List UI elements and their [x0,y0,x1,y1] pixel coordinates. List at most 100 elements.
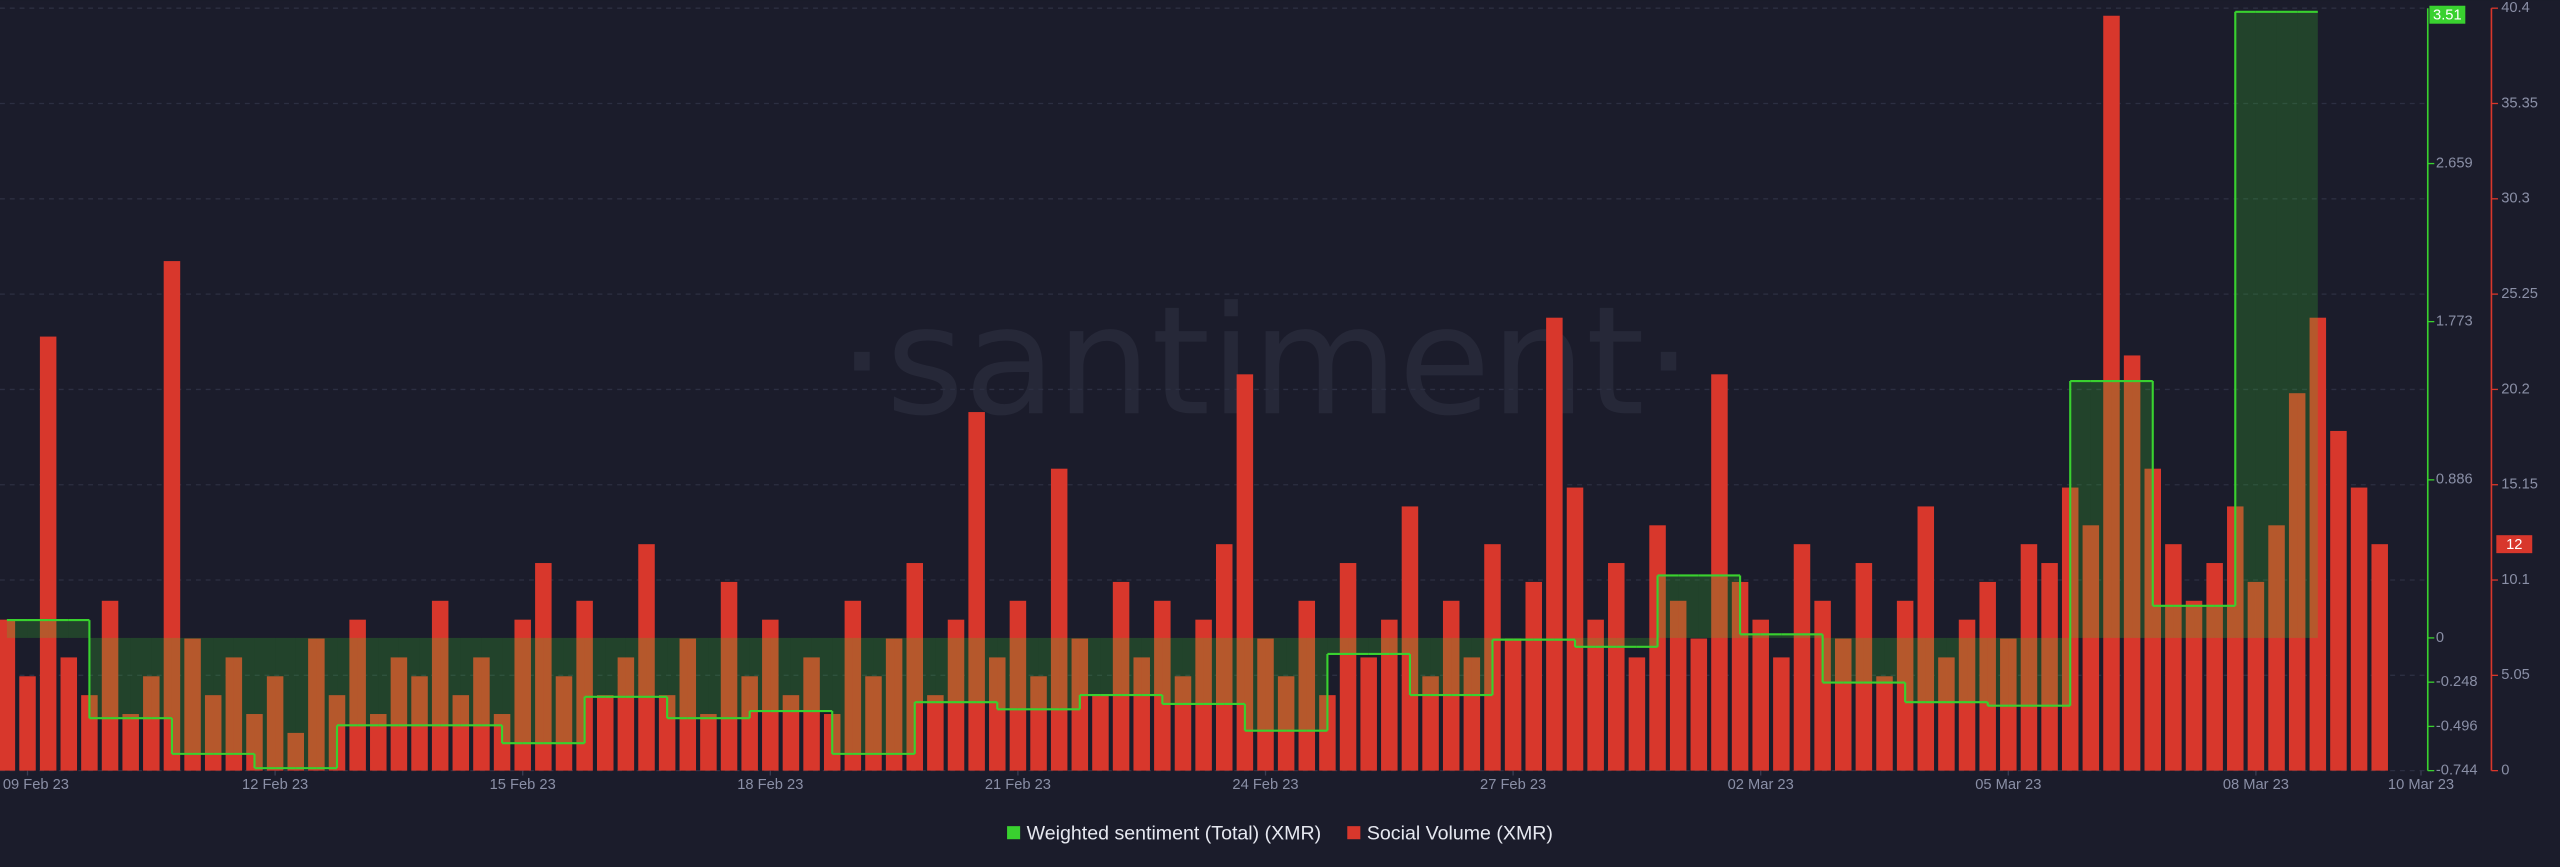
volume-bar [1050,468,1068,771]
volume-bar [885,638,903,771]
volume-bar [1215,544,1233,771]
sentiment-area [89,637,111,719]
volume-bar [1855,563,1873,771]
volume-bar [60,657,78,771]
sentiment-area [935,637,957,703]
volume-bar [349,619,366,771]
volume-bar [782,695,800,771]
volume-bar [1277,676,1295,771]
volume-bar [246,714,263,771]
sentiment-area [646,637,668,697]
sentiment-area [1430,637,1452,696]
volume-bar [1649,525,1666,771]
sentiment-area [1595,637,1617,647]
volume-bar [2206,563,2223,771]
sentiment-area [2255,11,2277,638]
volume-bar [2000,638,2017,771]
volume-bar [2123,355,2141,771]
sentiment-area [625,637,647,697]
y2-tick-label: 25.25 [2501,286,2538,302]
sentiment-area [419,637,441,726]
volume-bar [803,657,820,771]
sentiment-area [213,637,234,754]
sentiment-area [6,620,28,638]
sentiment-area [749,637,771,712]
sentiment-area [1863,637,1885,683]
volume-bar [1009,600,1027,771]
volume-bar [844,600,862,771]
sentiment-area [2235,11,2256,638]
y2-tick-label: 10.1 [2501,572,2530,588]
sentiment-area [1657,575,1679,638]
volume-bar [1752,619,1769,771]
sentiment-area [233,637,255,754]
volume-bar [1504,638,1522,771]
volume-bar [1793,544,1811,771]
volume-bar [927,695,944,771]
volume-bar [1711,374,1728,771]
sentiment-area [1327,637,1349,654]
volume-bar [266,676,284,771]
volume-bar [1587,619,1604,771]
sentiment-area [378,637,399,726]
y2-tick-label: 5.05 [2501,667,2530,683]
volume-bar [2165,544,2182,771]
volume-bar [2330,430,2347,771]
sentiment-area [729,637,750,719]
volume-bar [287,732,304,771]
volume-bar [1401,506,1419,771]
volume-bar [1773,657,1790,771]
y-tick-label: -0.248 [2436,674,2478,690]
sentiment-area [1760,634,1782,638]
volume-bar [1442,600,1460,771]
legend: Weighted sentiment (Total) (XMR) Social V… [1007,822,1553,844]
volume-bar [1174,676,1192,771]
sentiment-area [2028,637,2050,706]
sentiment-area [1017,637,1039,710]
volume-bar [1298,600,1316,771]
volume-bar [2020,544,2038,771]
volume-bar [204,695,222,771]
sentiment-area [1781,634,1802,638]
sentiment-area [440,637,461,726]
sentiment-area [1182,637,1204,704]
sentiment-area [48,620,69,638]
sentiment-area [708,637,730,719]
volume-bar [2185,600,2203,771]
volume-bar [679,638,697,771]
volume-bar [184,638,201,771]
y-tick-label: -0.496 [2436,718,2478,734]
volume-bar [431,600,449,771]
sentiment-area [811,637,833,712]
value-badge-label: 12 [2506,537,2522,553]
sentiment-area [2194,605,2215,638]
volume-bar [720,581,738,771]
y-tick-label: 0 [2436,630,2444,646]
sentiment-area [2152,605,2174,638]
sentiment-area [1719,575,1741,638]
volume-bar [143,676,160,771]
volume-bar [473,657,490,771]
legend-swatch [1347,826,1361,840]
sentiment-area [2111,381,2133,638]
sentiment-area [1884,637,1906,683]
sentiment-area [1575,637,1596,647]
y2-tick-label: 0 [2501,763,2509,779]
sentiment-area [1678,575,1699,638]
sentiment-area [605,637,626,697]
sentiment-area [1079,637,1101,696]
volume-bar [1092,695,1109,771]
sentiment-area [481,637,503,726]
sentiment-area [1141,637,1163,696]
sentiment-area [1038,637,1060,710]
volume-bar [762,619,779,771]
sentiment-area [1203,637,1225,704]
sentiment-area [130,637,152,719]
volume-bar [19,676,36,771]
sentiment-area [2090,381,2112,638]
sentiment-area [852,637,874,754]
volume-bar [1154,600,1171,771]
sentiment-area [1740,634,1761,638]
volume-bar [1834,638,1852,771]
